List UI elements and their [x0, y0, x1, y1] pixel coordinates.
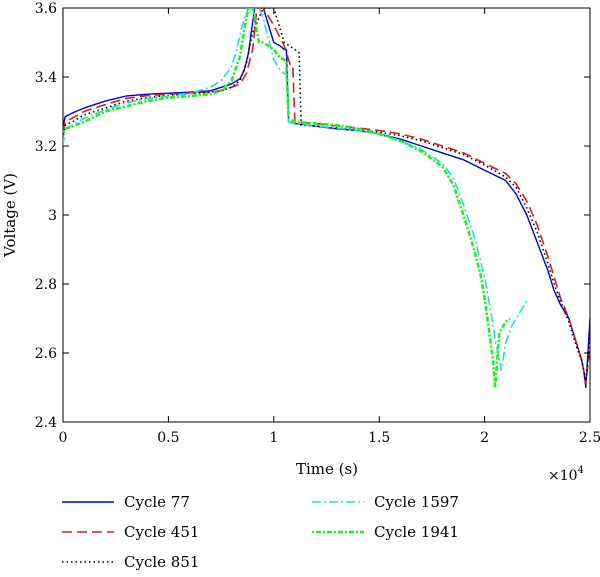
plot-area-border	[62, 7, 591, 423]
x-axis-title: Time (s)	[296, 460, 358, 478]
y-tick-label: 3.4	[35, 70, 57, 86]
axis-layer: 0 0.5 1 1.5 2 2.5 2.4 2.6 2.8 3 3.2 3.4 3.6	[35, 1, 600, 446]
y-tick-label: 3.6	[35, 1, 57, 17]
legend-label-3: Cycle 851	[124, 553, 199, 571]
x-tick-label: 2	[480, 430, 489, 446]
series-line-4	[63, 8, 528, 372]
legend-label-1: Cycle 77	[124, 493, 190, 511]
x-tick-label: 0.5	[157, 430, 179, 446]
y-tick-label: 2.6	[35, 346, 57, 362]
x-axis-multiplier: ×104	[548, 465, 584, 484]
y-axis-title: Voltage (V)	[1, 173, 19, 258]
x-axis-multiplier-exponent: 4	[578, 465, 584, 476]
y-tick-label: 3.2	[35, 139, 57, 155]
x-tick-label: 0	[59, 430, 68, 446]
x-tick-label: 2.5	[579, 430, 600, 446]
y-tick-label: 2.4	[35, 415, 57, 431]
series-line-1	[63, 8, 590, 389]
legend-label-4: Cycle 1597	[374, 493, 459, 511]
plot-frame	[62, 7, 591, 423]
series-layer	[63, 8, 590, 389]
legend: Cycle 77 Cycle 451 Cycle 851 Cycle 1597 Cycl…	[62, 493, 459, 571]
x-tick-label: 1	[269, 430, 278, 446]
legend-label-2: Cycle 451	[124, 523, 199, 541]
series-line-3	[63, 8, 590, 382]
y-tick-label: 2.8	[35, 277, 57, 293]
series-line-5	[63, 8, 511, 389]
series-line-2	[63, 8, 590, 385]
legend-label-5: Cycle 1941	[374, 523, 459, 541]
x-tick-label: 1.5	[368, 430, 390, 446]
y-tick-label: 3	[48, 208, 57, 224]
